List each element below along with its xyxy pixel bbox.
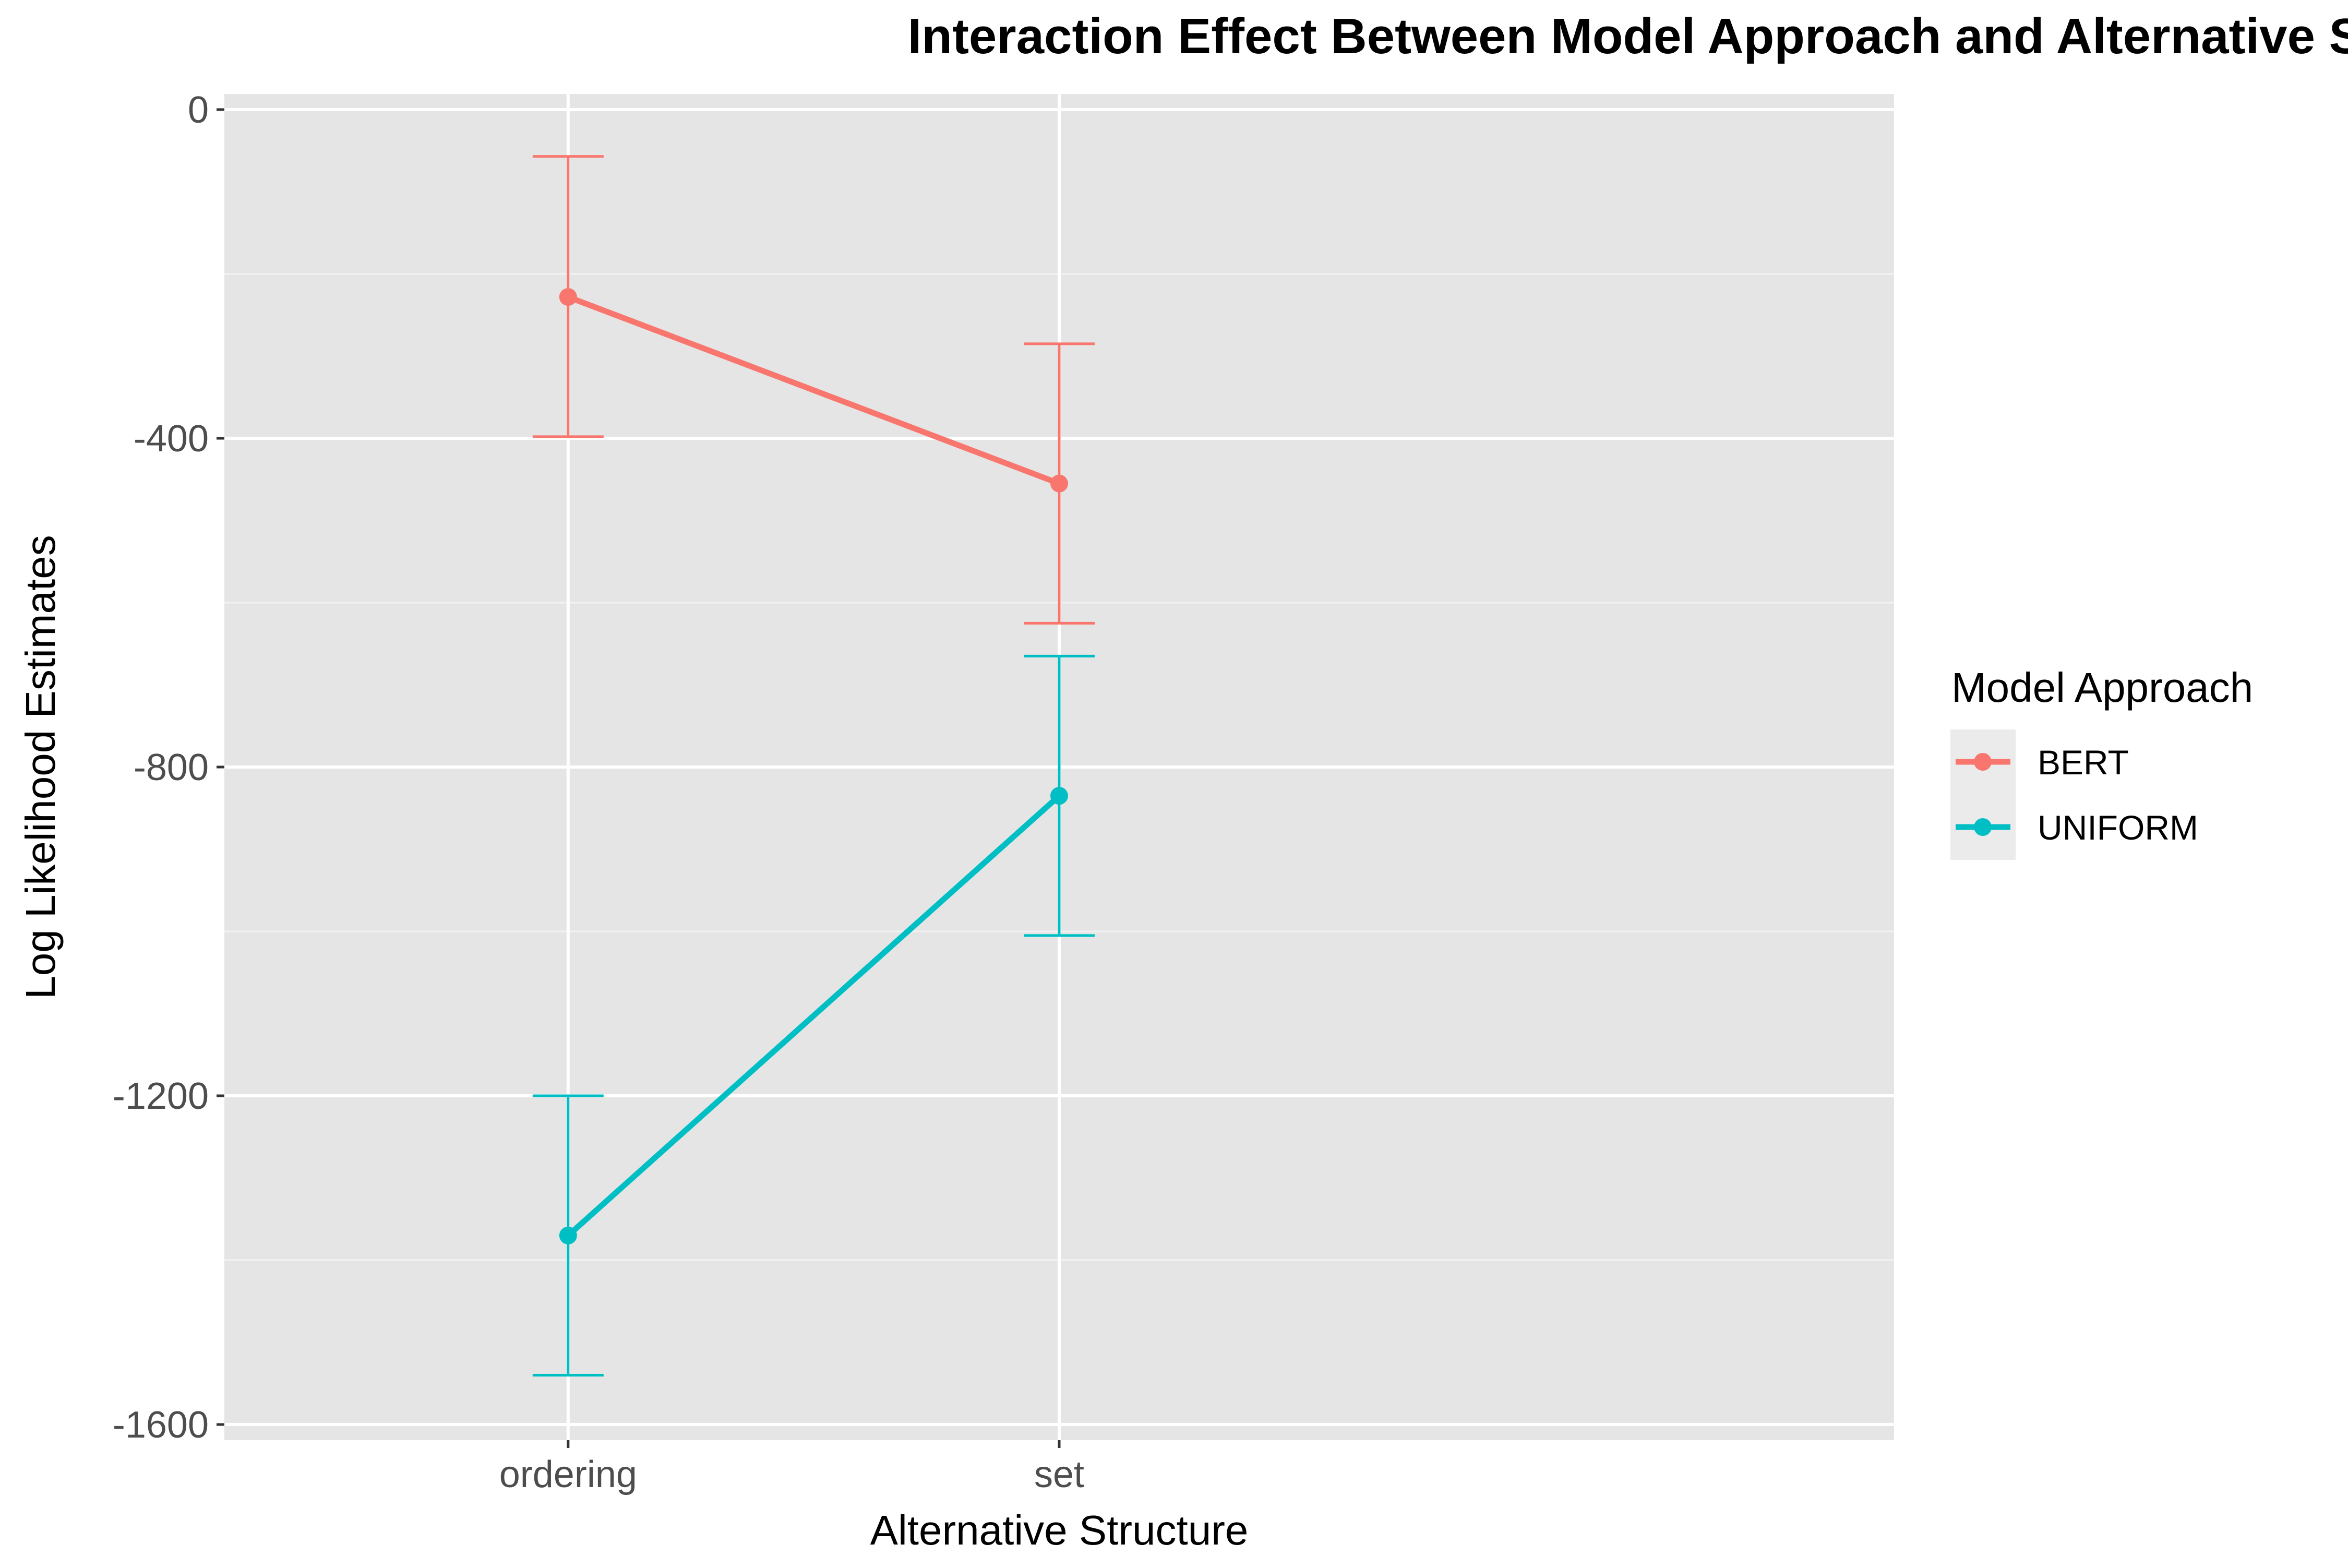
legend-label: BERT — [2038, 743, 2129, 782]
x-axis-title: Alternative Structure — [870, 1507, 1249, 1553]
data-point — [1050, 474, 1068, 493]
legend-label: UNIFORM — [2038, 808, 2198, 847]
y-tick-label: -1200 — [113, 1075, 209, 1117]
legend-title: Model Approach — [1951, 664, 2253, 711]
y-tick-label: -400 — [134, 418, 209, 460]
legend-items: BERT UNIFORM — [1950, 729, 2198, 860]
series-uniform — [532, 654, 1095, 1377]
legend-item-uniform: UNIFORM — [1950, 795, 2198, 860]
legend: Model Approach BERT UNIFORM — [1950, 664, 2253, 860]
y-axis-title: Log Likelihood Estimates — [17, 535, 64, 999]
legend-key-point — [1974, 753, 1992, 771]
data-point — [1050, 787, 1068, 805]
x-tick-labels: ordering set — [499, 1454, 1084, 1495]
series-line — [567, 294, 1060, 486]
y-tick-label: -800 — [134, 747, 209, 788]
legend-item-bert: BERT — [1950, 729, 2129, 795]
series-line — [566, 794, 1061, 1238]
x-tick-label: set — [1034, 1454, 1084, 1495]
data-point — [559, 1226, 577, 1244]
series-layer — [532, 155, 1095, 1377]
legend-key-point — [1974, 818, 1992, 836]
axis-ticks — [217, 108, 1061, 1448]
y-tick-labels: 0 -400 -800 -1200 -1600 — [113, 89, 209, 1446]
data-point — [559, 288, 577, 306]
chart-title: Interaction Effect Between Model Approac… — [908, 8, 2348, 64]
series-bert — [532, 155, 1095, 625]
x-tick-label: ordering — [499, 1454, 637, 1495]
y-tick-label: -1600 — [113, 1404, 209, 1446]
y-tick-label: 0 — [188, 89, 209, 131]
